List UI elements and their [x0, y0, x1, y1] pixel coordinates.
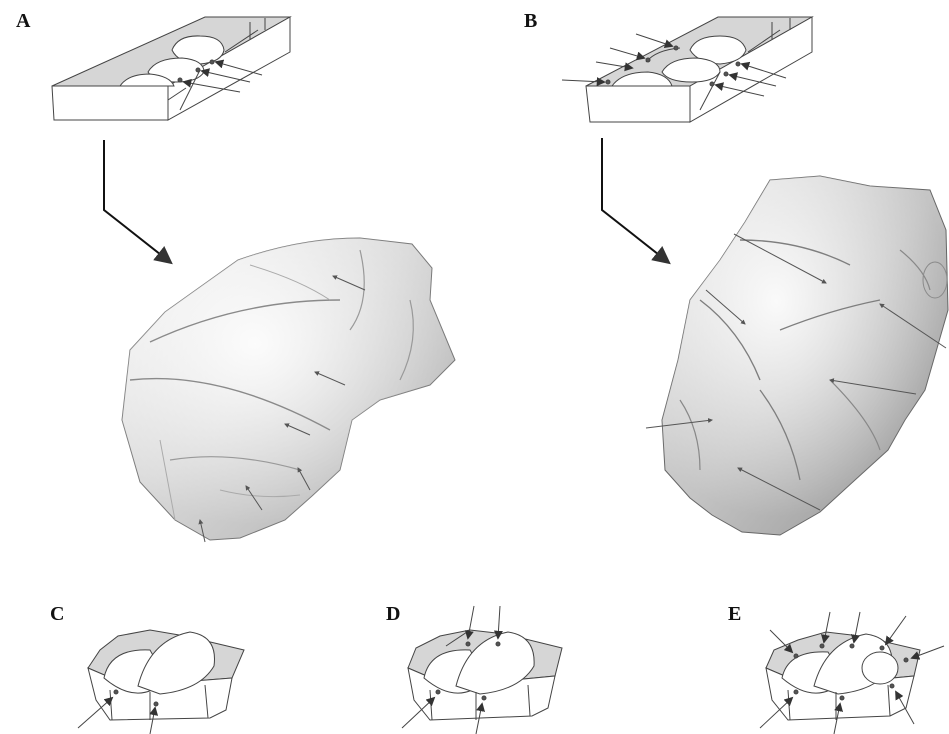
impact-arrows-b: [561, 33, 787, 97]
panel-label-c: C: [50, 603, 65, 625]
panel-label-d: D: [386, 603, 401, 625]
panel-label-e: E: [728, 603, 742, 625]
impact-arrows-a: [182, 59, 263, 93]
core-schematic-d: [407, 629, 563, 721]
impact-arrows-d: [401, 605, 503, 734]
direction-arrow-a: [103, 140, 173, 265]
panel-label-a: A: [16, 10, 31, 32]
core-schematic-e: [765, 631, 921, 721]
direction-arrow-b: [601, 138, 671, 265]
scan-arrows-a: [198, 275, 366, 543]
panel-label-b: B: [524, 10, 538, 32]
block-diagram-b: [585, 16, 814, 123]
impact-arrows-e: [759, 611, 945, 734]
scanned-core-a: [121, 237, 456, 541]
impact-arrows-c: [77, 696, 159, 734]
block-diagram-a: [51, 16, 292, 121]
scan-arrows-b: [645, 233, 947, 511]
scanned-core-b: [661, 175, 949, 536]
core-schematic-c: [87, 629, 245, 721]
